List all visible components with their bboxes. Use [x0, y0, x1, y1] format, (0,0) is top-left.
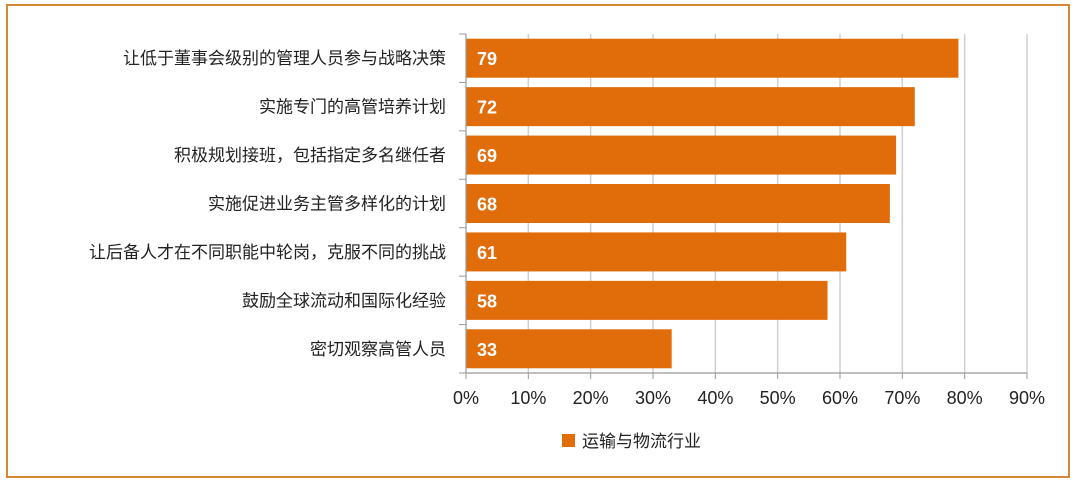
- x-tick-label: 0%: [453, 388, 479, 408]
- x-tick-label: 40%: [697, 388, 733, 408]
- category-label: 实施专门的高管培养计划: [259, 98, 446, 118]
- bar: [466, 38, 959, 78]
- x-tick-label: 70%: [884, 388, 920, 408]
- x-tick-label: 50%: [760, 388, 796, 408]
- x-tick-label: 60%: [822, 388, 858, 408]
- category-label: 鼓励全球流动和国际化经验: [242, 291, 446, 311]
- x-tick-label: 30%: [635, 388, 671, 408]
- x-tick-label: 80%: [947, 388, 983, 408]
- bar: [466, 232, 847, 272]
- bar: [466, 329, 672, 369]
- legend-swatch: [562, 434, 575, 447]
- x-tick-label: 20%: [573, 388, 609, 408]
- x-tick-label: 90%: [1009, 388, 1045, 408]
- bar: [466, 280, 828, 320]
- data-label: 61: [477, 243, 497, 263]
- category-label: 实施促进业务主管多样化的计划: [208, 195, 446, 215]
- legend-label: 运输与物流行业: [582, 432, 701, 452]
- data-label: 72: [477, 98, 497, 118]
- data-label: 79: [477, 49, 497, 69]
- x-tick-label: 10%: [510, 388, 546, 408]
- data-label: 58: [477, 291, 497, 311]
- data-label: 68: [477, 195, 497, 215]
- data-label: 69: [477, 146, 497, 166]
- category-label: 积极规划接班，包括指定多名继任者: [174, 146, 446, 166]
- category-label: 密切观察高管人员: [310, 340, 446, 360]
- bar: [466, 135, 897, 175]
- category-label: 让后备人才在不同职能中轮岗，克服不同的挑战: [89, 243, 446, 263]
- category-label: 让低于董事会级别的管理人员参与战略决策: [123, 49, 446, 69]
- data-label: 33: [477, 340, 497, 360]
- bar: [466, 184, 890, 223]
- bar: [466, 87, 915, 127]
